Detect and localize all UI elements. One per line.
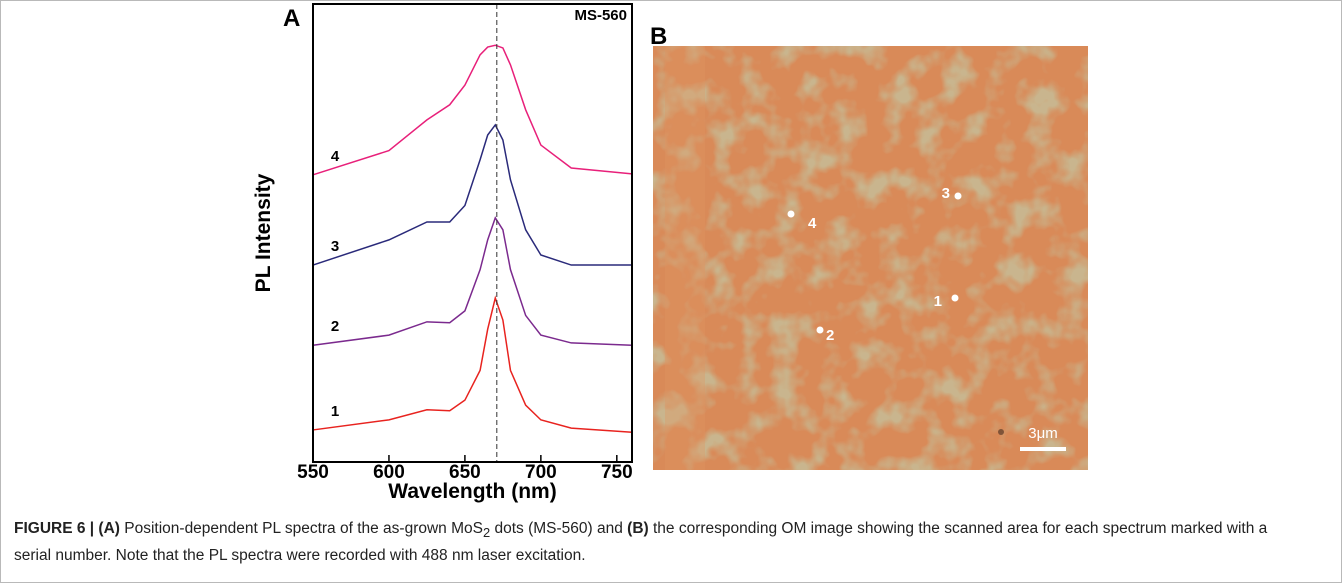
x-tick-label: 700: [525, 462, 557, 483]
point-label: 3: [942, 185, 950, 202]
image-speck: [998, 429, 1004, 435]
om-image: 1 2 3 4 3μm: [653, 46, 1088, 470]
scan-point: [954, 192, 962, 200]
spectrum-line: [312, 295, 633, 433]
scale-bar-label: 3μm: [1028, 425, 1057, 442]
caption-text: Position-dependent PL spectra of the as-…: [119, 520, 483, 537]
scan-point: [816, 326, 824, 334]
chart-title: MS-560: [574, 7, 627, 24]
image-band: [665, 46, 705, 470]
caption-label: FIGURE 6 | (A): [14, 520, 120, 537]
spectrum-line: [312, 44, 633, 176]
series-label: 4: [331, 148, 340, 165]
series-label: 2: [331, 318, 339, 335]
x-tick-label: 600: [373, 462, 405, 483]
x-axis-label: Wavelength (nm): [388, 480, 556, 503]
panel-label: B: [650, 23, 667, 50]
x-tick-label: 550: [297, 462, 329, 483]
scan-point: [951, 294, 959, 302]
plot-frame: [312, 3, 633, 463]
scan-point: [787, 210, 795, 218]
caption-text: the corresponding OM image showing the s…: [14, 520, 1268, 565]
caption-text: dots (MS-560) and: [490, 520, 628, 537]
series-label: 1: [331, 403, 339, 420]
caption-label: (B): [627, 520, 649, 537]
spectrum-line: [312, 216, 633, 346]
figure: A B 1 2 3 4 3μm MS-560 Wavelength (nm) PL …: [252, 3, 1088, 503]
point-label: 4: [808, 215, 817, 232]
spectrum-line: [312, 123, 632, 266]
point-label: 2: [826, 327, 834, 344]
caption: FIGURE 6 | (A) Position-dependent PL spe…: [14, 517, 1304, 567]
image-texture: [653, 46, 1088, 470]
x-tick-label: 650: [449, 462, 481, 483]
y-axis-label: PL Intensity: [252, 173, 275, 292]
panel-label: A: [283, 5, 300, 32]
caption-subscript: 2: [482, 525, 491, 541]
x-tick-label: 750: [601, 462, 633, 483]
series-label: 3: [331, 238, 339, 255]
point-label: 1: [934, 293, 942, 310]
